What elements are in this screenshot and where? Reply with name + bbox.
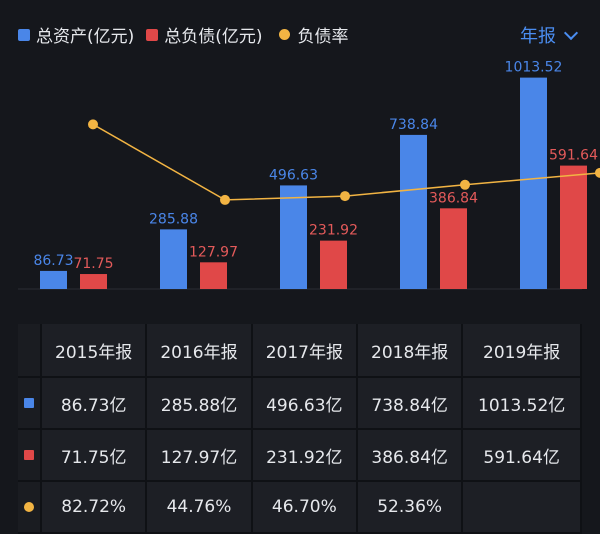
bar-liabilities <box>320 240 347 289</box>
legend-assets-label: 总资产(亿元) <box>36 27 135 47</box>
ratio-circle-icon <box>24 502 34 512</box>
legend-ratio[interactable]: 负债率 <box>275 22 349 47</box>
bar-liabilities <box>200 262 227 289</box>
ratio-point <box>460 179 470 190</box>
table-cell: 86.73亿 <box>41 377 148 430</box>
table-cell: 46.70% <box>251 481 358 534</box>
ratio-dot-icon <box>278 29 290 40</box>
row-key-ratio <box>18 481 42 534</box>
table-header-row: 2015年报 2016年报 2017年报 2018年报 2019年报 <box>18 324 582 378</box>
bar-liabilities-label: 591.64 <box>549 148 598 164</box>
table-header-cell: 2017年报 <box>251 324 358 378</box>
table-cell: 591.64亿 <box>462 429 582 482</box>
table-cell: 738.84亿 <box>356 377 464 430</box>
bar-liabilities-label: 386.84 <box>429 190 478 206</box>
ratio-point <box>88 119 98 130</box>
table-header-cell: 2016年报 <box>146 324 253 378</box>
ratio-point <box>220 194 230 205</box>
legend-liabilities-label: 总负债(亿元) <box>164 27 263 47</box>
bar-liabilities <box>560 165 587 289</box>
table-row-assets: 86.73亿 285.88亿 496.63亿 738.84亿 1013.52亿 <box>18 377 582 430</box>
bar-line-chart: 86.73 71.75 285.88 127.97 496.63 231.92 738.84… <box>18 60 600 290</box>
liabilities-square-icon <box>24 450 34 460</box>
bar-assets <box>280 185 307 289</box>
table-cell: 231.92亿 <box>251 429 358 482</box>
bar-assets <box>400 134 427 289</box>
table-cell: 285.88亿 <box>146 377 253 430</box>
bar-assets-label: 496.63 <box>269 167 318 183</box>
row-key-liabilities <box>18 429 42 482</box>
legend-assets[interactable]: 总资产(亿元) <box>18 22 134 47</box>
bar-liabilities-label: 71.75 <box>73 256 113 272</box>
header-lead-cell <box>18 324 42 378</box>
period-selector-label: 年报 <box>520 26 556 47</box>
table-cell: 52.36% <box>356 481 464 534</box>
table-cell: 127.97亿 <box>146 429 253 482</box>
table-cell: 82.72% <box>41 481 148 534</box>
legend-ratio-label: 负债率 <box>297 27 349 47</box>
table-row-ratio: 82.72% 44.76% 46.70% 52.36% <box>18 481 582 534</box>
bar-assets <box>520 77 547 289</box>
bar-assets-label: 285.88 <box>149 211 198 227</box>
legend-liabilities[interactable]: 总负债(亿元) <box>146 22 263 47</box>
chevron-down-icon <box>563 25 579 40</box>
table-header-cell: 2019年报 <box>462 324 582 378</box>
table-cell: 71.75亿 <box>41 429 148 482</box>
table-cell <box>462 481 582 534</box>
table-header-cell: 2015年报 <box>41 324 148 378</box>
table-cell: 496.63亿 <box>251 377 358 430</box>
table-cell: 44.76% <box>146 481 253 534</box>
bar-assets-label: 1013.52 <box>505 60 563 76</box>
assets-swatch-icon <box>18 28 30 41</box>
assets-square-icon <box>24 398 34 408</box>
data-table: 2015年报 2016年报 2017年报 2018年报 2019年报 86.73… <box>18 324 582 534</box>
table-header-cell: 2018年报 <box>356 324 464 378</box>
bar-liabilities <box>440 208 467 289</box>
bar-assets-label: 738.84 <box>389 117 438 133</box>
table-cell: 1013.52亿 <box>462 377 582 430</box>
table-row-liabilities: 71.75亿 127.97亿 231.92亿 386.84亿 591.64亿 <box>18 429 582 482</box>
period-selector[interactable]: 年报 <box>520 22 579 48</box>
ratio-point <box>595 167 600 178</box>
bar-liabilities-label: 231.92 <box>309 223 358 239</box>
row-key-assets <box>18 377 42 430</box>
bar-assets-label: 86.73 <box>33 253 73 269</box>
bar-assets <box>40 270 67 289</box>
bar-liabilities-label: 127.97 <box>189 244 238 260</box>
bar-assets <box>160 229 187 289</box>
ratio-point <box>340 191 350 202</box>
chart-legend: 总资产(亿元) 总负债(亿元) 负债率 <box>18 22 361 47</box>
bar-liabilities <box>80 274 107 289</box>
table-cell: 386.84亿 <box>356 429 464 482</box>
liabilities-swatch-icon <box>146 28 159 41</box>
